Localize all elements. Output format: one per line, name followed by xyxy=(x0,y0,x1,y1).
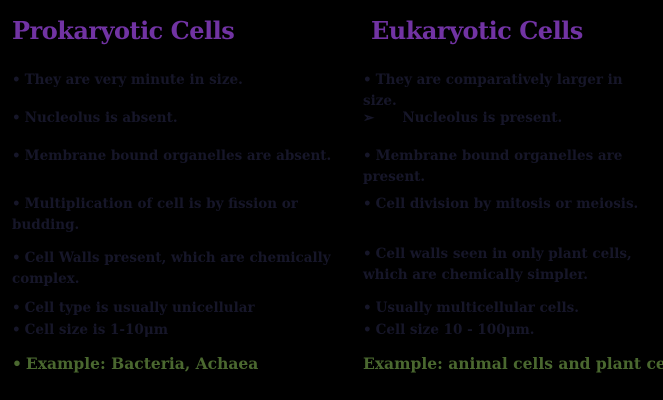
bullet-text: Cell size is 1-10μm xyxy=(24,322,168,338)
bullet-item: • They are comparatively larger in size. xyxy=(363,70,659,112)
bullet-text: Cell type is usually unicellular xyxy=(24,300,255,316)
bullet-glyph: • xyxy=(363,196,372,212)
example-text: Example: Bacteria, Achaea xyxy=(25,354,259,373)
column-title-prokaryotic: Prokaryotic Cells xyxy=(12,16,235,45)
bullet-item: • Multiplication of cell is by fission or… xyxy=(12,194,332,236)
bullet-item: • Cell walls seen in only plant cells, wh… xyxy=(363,244,659,286)
bullet-glyph: • xyxy=(363,246,372,262)
bullet-glyph: • xyxy=(12,110,21,126)
bullet-item: • Nucleolus is absent. xyxy=(12,108,178,129)
bullet-text: Cell walls seen in only plant cells, whi… xyxy=(363,246,632,283)
bullet-text: Membrane bound organelles are present. xyxy=(363,148,623,185)
bullet-item: ➢ Nucleolus is present. xyxy=(363,108,562,129)
bullet-item: • Membrane bound organelles are present. xyxy=(363,146,659,188)
bullet-item: • They are very minute in size. xyxy=(12,70,243,91)
bullet-text: Usually multicellular cells. xyxy=(375,300,579,316)
bullet-text: Membrane bound organelles are absent. xyxy=(24,148,332,164)
bullet-text: Nucleolus is present. xyxy=(402,110,563,126)
bullet-item: • Usually multicellular cells. xyxy=(363,298,579,319)
bullet-glyph: • xyxy=(363,72,372,88)
bullet-glyph: • xyxy=(363,300,372,316)
bullet-text: Cell Walls present, which are chemically… xyxy=(12,250,331,287)
bullet-glyph: • xyxy=(12,322,21,338)
bullet-item: • Membrane bound organelles are absent. xyxy=(12,146,331,167)
bullet-glyph: • xyxy=(12,196,21,212)
example-text: Example: animal cells and plant cells. xyxy=(363,354,663,373)
bullet-glyph: • xyxy=(12,250,21,266)
bullet-item: • Cell type is usually unicellular xyxy=(12,298,255,319)
bullet-text: Cell division by mitosis or meiosis. xyxy=(375,196,639,212)
bullet-item: • Cell Walls present, which are chemicall… xyxy=(12,248,332,290)
bullet-text: They are comparatively larger in size. xyxy=(363,72,623,109)
bullet-item: • Cell division by mitosis or meiosis. xyxy=(363,194,638,215)
example-line-prokaryotic: • Example: Bacteria, Achaea xyxy=(12,354,258,373)
bullet-item: • Cell size 10 - 100μm. xyxy=(363,320,534,341)
bullet-text: Nucleolus is absent. xyxy=(24,110,178,126)
bullet-item: • Cell size is 1-10μm xyxy=(12,320,168,341)
bullet-glyph: • xyxy=(12,354,22,373)
bullet-text: Multiplication of cell is by fission or … xyxy=(12,196,298,233)
bullet-glyph: • xyxy=(363,322,372,338)
arrow-bullet-glyph: ➢ xyxy=(363,110,375,126)
bullet-glyph: • xyxy=(12,148,21,164)
bullet-text: They are very minute in size. xyxy=(24,72,243,88)
bullet-text: Cell size 10 - 100μm. xyxy=(375,322,535,338)
column-title-eukaryotic: Eukaryotic Cells xyxy=(371,16,583,45)
bullet-glyph: • xyxy=(12,300,21,316)
example-line-eukaryotic: Example: animal cells and plant cells. xyxy=(363,354,663,373)
bullet-glyph: • xyxy=(12,72,21,88)
bullet-glyph: • xyxy=(363,148,372,164)
